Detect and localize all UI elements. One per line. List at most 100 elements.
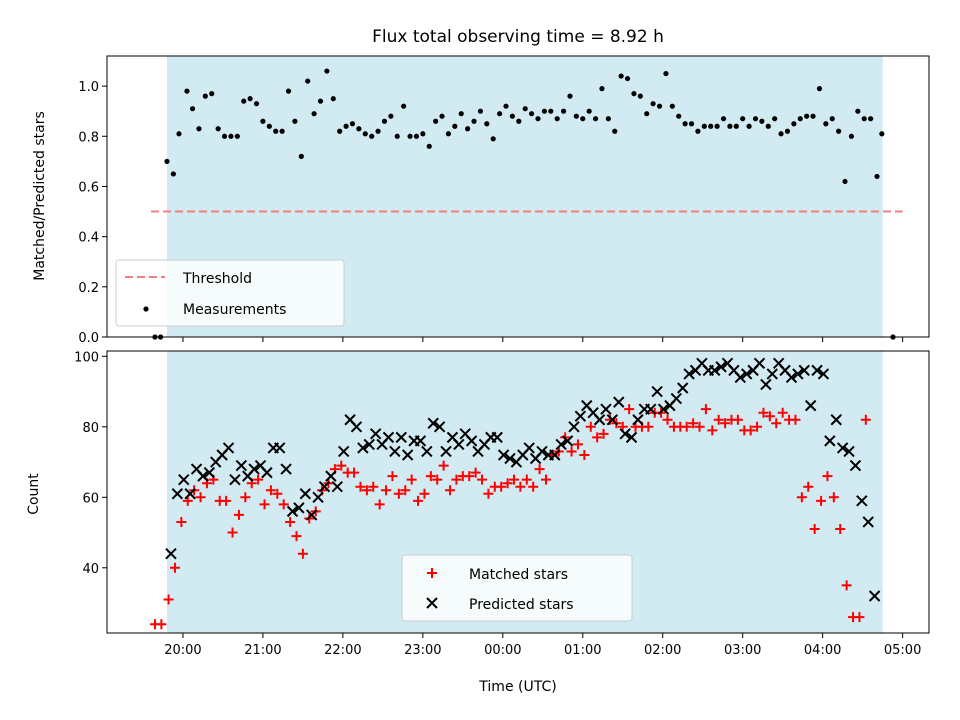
top-y-tick-label: 0.4 xyxy=(78,231,99,246)
predicted-star-point xyxy=(197,470,209,482)
predicted-star-point xyxy=(856,495,868,507)
matched-star-point xyxy=(515,481,526,492)
predicted-star-point xyxy=(536,445,548,458)
matched-star-point xyxy=(764,411,775,422)
measurement-point xyxy=(420,131,426,137)
top-y-tick-label: 1.0 xyxy=(78,80,99,95)
bottom-plot-frame xyxy=(106,350,930,634)
predicted-star-point xyxy=(670,392,683,405)
measurement-point xyxy=(714,123,720,129)
measurement-point xyxy=(343,123,349,129)
measurement-point xyxy=(369,133,375,139)
predicted-star-point xyxy=(555,438,567,451)
measurement-point xyxy=(471,118,477,124)
matched-star-point xyxy=(374,499,385,510)
measurement-point xyxy=(765,123,771,129)
predicted-star-point xyxy=(862,516,874,528)
measurement-point xyxy=(324,68,330,74)
measurement-point xyxy=(413,133,420,139)
predicted-star-point xyxy=(523,442,535,454)
measurement-point xyxy=(388,113,394,119)
predicted-star-point xyxy=(350,421,363,433)
matched-star-point xyxy=(265,485,276,496)
predicted-star-point xyxy=(325,470,337,482)
measurement-point xyxy=(337,128,343,134)
matched-star-point xyxy=(771,418,782,429)
measurement-point xyxy=(631,91,637,97)
top-y-tick-label: 0.2 xyxy=(78,281,99,296)
measurement-point xyxy=(592,116,599,122)
top-y-tick-label: 0.0 xyxy=(78,331,99,346)
matched-star-point xyxy=(598,428,609,439)
predicted-star-point xyxy=(171,488,184,500)
measurement-point xyxy=(260,118,266,124)
bottom-y-tick-label: 60 xyxy=(82,491,99,506)
bottom-y-tick-label: 80 xyxy=(82,421,99,436)
predicted-star-point xyxy=(574,410,587,422)
predicted-star-point xyxy=(785,371,798,384)
measurement-point xyxy=(330,96,336,102)
measurement-point xyxy=(298,153,304,159)
matched-star-point xyxy=(227,527,238,538)
matched-star-point xyxy=(700,404,711,415)
bottom-legend-box xyxy=(401,554,633,622)
measurement-point xyxy=(816,86,823,92)
measurement-point xyxy=(560,108,567,114)
measurement-point xyxy=(215,126,221,132)
matched-star-point xyxy=(540,474,551,485)
matched-star-point xyxy=(297,548,308,559)
predicted-star-point xyxy=(414,435,427,447)
predicted-star-point xyxy=(849,459,862,472)
measurement-point xyxy=(285,88,292,94)
top-y-tick-label: 0.8 xyxy=(78,130,99,145)
measurement-points xyxy=(152,68,896,340)
matched-star-point xyxy=(285,516,296,527)
predicted-star-point xyxy=(299,488,312,500)
top-legend: Threshold Measurements xyxy=(115,259,345,327)
measurement-point xyxy=(682,121,688,127)
matched-star-point xyxy=(413,495,424,506)
measurement-point xyxy=(695,128,701,134)
matched-star-point xyxy=(592,432,603,443)
matched-star-point xyxy=(221,495,232,506)
measurement-point xyxy=(401,103,407,109)
measurement-point xyxy=(349,121,356,127)
measurement-point xyxy=(317,98,324,104)
matched-star-point xyxy=(451,474,462,485)
measurement-point xyxy=(836,128,842,134)
measurement-point xyxy=(580,116,586,122)
predicted-star-point xyxy=(798,364,810,377)
legend-threshold-label: Threshold xyxy=(182,271,252,287)
measurement-point xyxy=(176,131,182,137)
predicted-star-point xyxy=(830,414,842,426)
legend-predicted-label: Predicted stars xyxy=(469,597,574,613)
predicted-star-point xyxy=(421,445,433,458)
predicted-star-point xyxy=(318,481,331,493)
matched-star-point xyxy=(278,499,289,510)
measurement-point xyxy=(381,118,388,124)
matched-star-point xyxy=(790,414,801,425)
predicted-star-point xyxy=(868,590,881,602)
measurement-point xyxy=(567,93,573,99)
measurement-point xyxy=(733,123,739,129)
measurement-point xyxy=(797,116,803,122)
measurement-point xyxy=(669,103,675,109)
measurement-point xyxy=(490,136,496,142)
predicted-star-point xyxy=(280,463,292,475)
measurement-point xyxy=(868,116,874,122)
measurement-point xyxy=(644,111,650,117)
predicted-star-point xyxy=(657,403,670,415)
measurement-point xyxy=(356,126,362,132)
predicted-star-point xyxy=(453,438,465,451)
measurement-point xyxy=(528,111,535,117)
matched-star-point xyxy=(349,467,360,478)
predicted-star-point xyxy=(632,414,644,426)
predicted-star-point xyxy=(274,442,286,454)
count-points xyxy=(149,357,881,630)
measurement-point xyxy=(241,98,247,104)
measurement-point xyxy=(497,111,503,117)
measurement-point xyxy=(548,108,554,114)
measurement-point xyxy=(273,128,279,134)
matched-star-point xyxy=(803,481,814,492)
